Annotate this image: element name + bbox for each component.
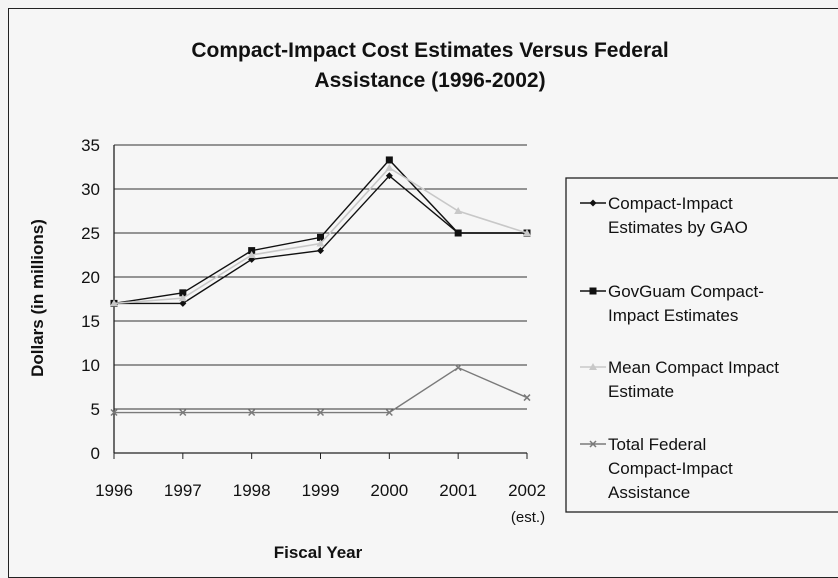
legend-label: Impact Estimates bbox=[608, 306, 738, 325]
x-tick-label: 2000 bbox=[370, 481, 408, 500]
data-point-series-2 bbox=[179, 289, 187, 297]
data-point-series-3 bbox=[178, 294, 187, 302]
legend-symbol-marker bbox=[589, 287, 597, 295]
data-point-series-3 bbox=[110, 299, 118, 307]
data-point-series-4 bbox=[385, 408, 393, 417]
legend-label: Mean Compact Impact bbox=[608, 358, 779, 377]
y-tick-label: 20 bbox=[81, 268, 100, 287]
chart-title-line2: Assistance (1996-2002) bbox=[314, 69, 545, 92]
x-tick-label: 2002 bbox=[508, 481, 546, 500]
data-point-series-3 bbox=[523, 229, 531, 236]
legend-symbol-marker bbox=[589, 363, 597, 370]
legend-symbol-marker bbox=[589, 440, 597, 448]
legend-label: Estimate bbox=[608, 382, 674, 401]
y-tick-label: 25 bbox=[81, 224, 100, 243]
data-point-series-3 bbox=[454, 207, 463, 214]
y-axis-title: Dollars (in millions) bbox=[28, 219, 47, 377]
y-tick-label: 30 bbox=[81, 180, 100, 199]
legend-label: Compact-Impact bbox=[608, 194, 733, 213]
data-point-series-2 bbox=[317, 233, 324, 241]
chart-title-line1: Compact-Impact Cost Estimates Versus Fed… bbox=[191, 39, 668, 62]
data-point-series-1 bbox=[317, 247, 324, 255]
x-tick-sublabel: (est.) bbox=[511, 509, 545, 526]
data-point-series-4 bbox=[248, 408, 256, 417]
legend-symbol-marker bbox=[589, 199, 597, 207]
data-point-series-1 bbox=[179, 299, 187, 307]
legend-label: Compact-Impact bbox=[608, 459, 733, 478]
x-tick-label: 1996 bbox=[95, 481, 133, 500]
data-point-series-4 bbox=[179, 408, 187, 417]
y-tick-label: 35 bbox=[81, 136, 100, 155]
x-axis-title: Fiscal Year bbox=[274, 543, 363, 562]
data-point-series-3 bbox=[247, 251, 256, 258]
data-point-series-4 bbox=[110, 408, 118, 417]
legend: Compact-Impact Estimates by GAO GovGuam Co… bbox=[565, 177, 838, 513]
y-tick-label: 10 bbox=[81, 356, 100, 375]
data-point-series-2 bbox=[454, 229, 462, 237]
data-point-series-1 bbox=[385, 172, 393, 180]
data-point-series-4 bbox=[316, 408, 325, 417]
x-tick-label: 2001 bbox=[439, 481, 477, 500]
series-line-4 bbox=[114, 366, 528, 414]
x-tick-label: 1997 bbox=[164, 481, 202, 500]
y-tick-label: 15 bbox=[81, 312, 100, 331]
legend-label: Estimates by GAO bbox=[608, 218, 748, 237]
y-tick-label: 5 bbox=[91, 400, 100, 419]
data-point-series-2 bbox=[385, 156, 393, 164]
legend-label: Total Federal bbox=[608, 435, 706, 454]
series-line-2 bbox=[113, 158, 527, 305]
data-point-series-4 bbox=[454, 364, 462, 372]
legend-label: Assistance bbox=[608, 483, 690, 502]
legend-label: GovGuam Compact- bbox=[608, 282, 764, 301]
y-tick-label: 0 bbox=[91, 444, 100, 463]
data-point-series-2 bbox=[248, 247, 256, 255]
data-point-series-3 bbox=[316, 239, 325, 247]
legend-box bbox=[565, 177, 838, 513]
plot-area: 0 5 10 15 20 25 30 35 1996 1997 1998 1999 2000 2001 20… bbox=[81, 136, 546, 526]
x-tick-label: 1998 bbox=[233, 481, 271, 500]
data-point-series-3 bbox=[385, 163, 394, 171]
x-tick-label: 1999 bbox=[302, 481, 340, 500]
data-point-series-4 bbox=[523, 394, 531, 402]
